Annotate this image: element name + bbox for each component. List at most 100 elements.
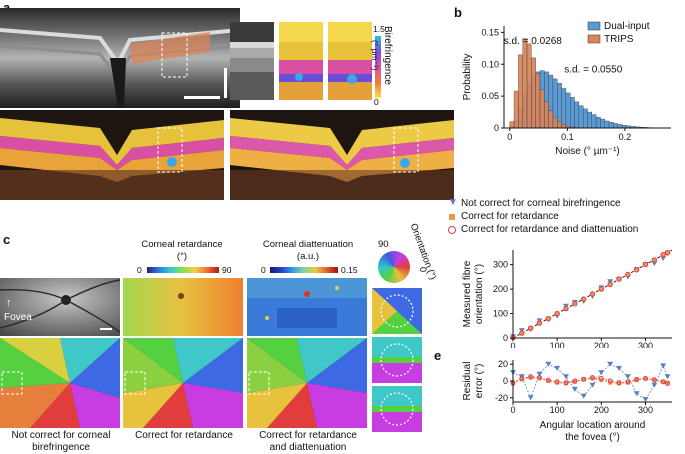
y-axis-label: Probability	[462, 54, 473, 101]
retardance-title: Corneal retardance	[141, 239, 223, 250]
x-tick-label: 100	[550, 405, 565, 415]
y-axis-label-line1: Residual	[462, 362, 473, 401]
square-marker-icon	[449, 214, 455, 220]
y-tick-label: 0	[494, 123, 499, 133]
legend-label-1: TRIPS	[604, 34, 634, 45]
square-point	[546, 379, 551, 383]
bar-trips	[518, 54, 523, 129]
bar-dual-input	[565, 92, 571, 129]
bar-dual-input	[574, 101, 580, 129]
colorbar-min-label: 0	[374, 97, 379, 107]
square-point	[581, 296, 586, 301]
circle-point	[563, 380, 569, 386]
y-tick-label: 100	[493, 309, 508, 319]
bar-dual-input	[557, 83, 562, 129]
circle-point	[554, 379, 560, 385]
sd-annotation-trips: s.d. = 0.0268	[504, 36, 563, 47]
caption-uncorrected-2: birefringence	[32, 442, 90, 453]
circle-point	[634, 376, 640, 382]
diattenuation-map	[247, 278, 367, 336]
circle-point	[616, 380, 622, 386]
square-point	[665, 250, 670, 255]
residual-line	[512, 376, 668, 384]
retardance-colorbar	[147, 267, 219, 273]
retardance-max: 90	[222, 265, 232, 275]
legend-item-uncorrected: ▼ Not correct for corneal birefringence	[448, 197, 685, 211]
birefringence-unit: (° µm⁻¹)	[370, 40, 380, 71]
bar-dual-input	[582, 108, 588, 129]
circle-marker-icon	[448, 226, 456, 234]
legend-label-full: Correct for retardance and diattenuation	[461, 224, 639, 235]
zoom-tile-full	[372, 386, 422, 432]
triangle-point	[563, 374, 569, 380]
square-point	[617, 277, 621, 282]
bar-dual-input	[617, 124, 623, 129]
legend-swatch-1	[587, 34, 601, 44]
bar-trips	[522, 38, 528, 129]
panel-label-c: c	[3, 232, 11, 247]
circle-point	[660, 379, 666, 385]
birefringence-bscan-trips	[230, 110, 454, 200]
bar-trips	[535, 73, 541, 129]
diattenuation-colorbar	[270, 267, 338, 273]
diattenuation-max: 0.15	[341, 265, 358, 275]
bar-dual-input	[570, 97, 575, 129]
square-point	[634, 378, 639, 383]
square-point	[643, 376, 648, 381]
triangle-point	[589, 382, 596, 388]
circle-point	[589, 291, 596, 297]
diattenuation-title: Corneal diattenuation	[262, 239, 354, 250]
circle-point	[536, 320, 543, 326]
panel-label-e: e	[434, 348, 442, 363]
x-axis-label-line2: the fovea (°)	[565, 432, 620, 443]
circle-point	[598, 286, 605, 292]
legend-item-retardance: Correct for retardance	[448, 211, 685, 224]
oct-zoom-intensity	[230, 22, 274, 100]
triangle-point	[642, 396, 649, 402]
x-tick-label: 300	[638, 405, 653, 415]
retardance-map	[123, 278, 243, 336]
square-point	[652, 377, 657, 382]
wheel-title: Orientation (°)	[407, 222, 439, 282]
y-tick-label: 0.15	[481, 27, 499, 37]
bar-trips	[561, 123, 567, 129]
noise-histogram: Dual-input TRIPS 0 0.1 0.2 0 0.05 0.10 0.15 Noise…	[462, 21, 671, 157]
diattenuation-min: 0	[261, 265, 266, 275]
bar-trips	[526, 43, 532, 129]
square-point	[546, 316, 551, 321]
x-tick-label: 0.1	[561, 132, 574, 142]
circle-point	[580, 296, 587, 302]
square-point	[581, 377, 586, 382]
caption-uncorrected-1: Not correct for corneal	[11, 430, 111, 441]
y-tick-label: 300	[493, 260, 508, 270]
square-point	[519, 331, 524, 336]
fundus-intensity	[0, 278, 120, 336]
triangle-point	[598, 370, 605, 376]
circle-point	[665, 381, 671, 387]
legend-swatch-0	[587, 21, 601, 31]
circle-point	[554, 310, 560, 317]
bar-trips	[531, 57, 536, 129]
square-point	[652, 257, 657, 262]
bar-trips	[557, 121, 562, 129]
colorbar-max-label: 1.5	[373, 24, 385, 34]
circle-point	[572, 301, 578, 307]
square-point	[643, 262, 648, 267]
bar-dual-input	[613, 123, 618, 129]
legend-label-retardance: Correct for retardance	[461, 211, 559, 222]
circle-point	[528, 374, 534, 380]
square-point	[625, 380, 630, 385]
triangle-point	[536, 371, 543, 377]
bar-trips	[552, 116, 558, 129]
bar-dual-input	[604, 120, 610, 129]
bar-dual-input	[595, 116, 601, 129]
bar-dual-input	[608, 122, 614, 129]
circle-point	[642, 261, 649, 268]
y-tick-label: 200	[493, 284, 508, 294]
circle-point	[581, 376, 587, 382]
square-point	[665, 380, 670, 385]
circle-point	[660, 251, 666, 258]
square-point	[528, 325, 533, 330]
square-point	[572, 379, 577, 384]
triangle-point	[554, 365, 561, 371]
